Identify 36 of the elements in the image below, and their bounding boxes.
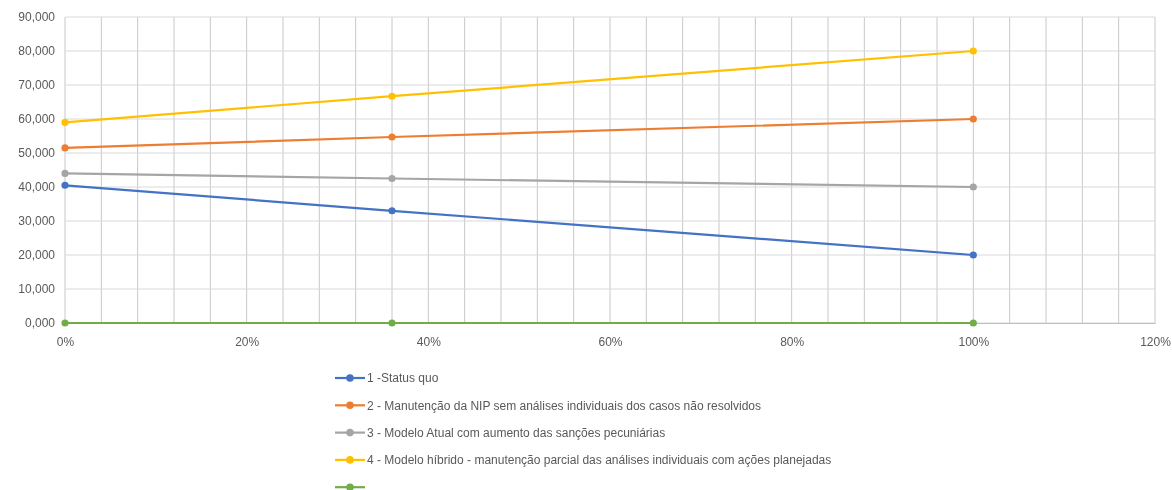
x-tick-label: 60% — [598, 334, 623, 349]
point — [61, 319, 69, 327]
x-tick-label: 80% — [780, 334, 805, 349]
point — [969, 251, 977, 259]
point — [388, 207, 396, 215]
x-tick-label: 120% — [1140, 334, 1172, 349]
y-tick-label: 50,000 — [18, 146, 56, 161]
point — [388, 174, 396, 183]
legend-label: 4 - Modelo híbrido - manutenção parcial das análises individuais com ações planejadas — [367, 453, 832, 468]
y-tick-label: 40,000 — [18, 180, 56, 195]
y-tick-label: 30,000 — [18, 214, 56, 229]
x-tick-label: 100% — [958, 334, 990, 349]
y-tick-label: 20,000 — [18, 248, 56, 263]
point — [61, 181, 69, 189]
y-tick-label: 0,000 — [24, 316, 56, 331]
y-tick-label: 10,000 — [18, 282, 56, 297]
x-tick-label: 40% — [416, 334, 442, 349]
point — [61, 169, 69, 177]
point — [969, 115, 977, 123]
point — [388, 133, 396, 141]
x-tick-label: 0% — [56, 334, 75, 349]
point — [61, 144, 69, 152]
y-tick-label: 80,000 — [18, 44, 56, 59]
legend-label: 1 -Status quo — [367, 371, 439, 386]
legend-label: 2 - Manutenção da NIP sem análises individuais dos casos não resolvidos — [367, 398, 761, 413]
y-tick-label: 60,000 — [18, 112, 56, 127]
point — [969, 47, 977, 55]
point — [969, 319, 977, 327]
x-tick-label: 20% — [235, 334, 260, 349]
point — [388, 319, 396, 327]
point — [61, 118, 69, 126]
y-tick-label: 70,000 — [18, 78, 56, 93]
point — [388, 92, 396, 100]
point — [969, 183, 977, 191]
y-tick-label: 90,000 — [18, 10, 56, 25]
legend-label: 3 - Modelo Atual com aumento das sanções pecuniárias — [367, 425, 666, 440]
